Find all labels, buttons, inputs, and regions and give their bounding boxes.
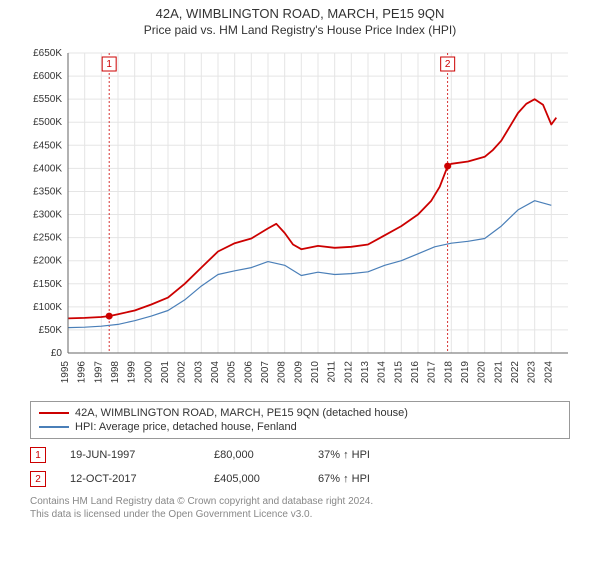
svg-text:2012: 2012 <box>343 361 354 384</box>
svg-text:1996: 1996 <box>77 361 88 384</box>
footer-line-1: Contains HM Land Registry data © Crown c… <box>30 495 570 508</box>
footer-line-2: This data is licensed under the Open Gov… <box>30 508 570 521</box>
svg-text:2002: 2002 <box>177 361 188 384</box>
chart-title: 42A, WIMBLINGTON ROAD, MARCH, PE15 9QN <box>0 6 600 21</box>
svg-text:2011: 2011 <box>327 361 338 383</box>
svg-text:£300K: £300K <box>33 210 62 221</box>
svg-text:2: 2 <box>445 59 451 70</box>
svg-text:2021: 2021 <box>493 361 504 384</box>
svg-text:£450K: £450K <box>33 140 62 151</box>
sale-hpi-diff: 37% ↑ HPI <box>318 449 418 461</box>
svg-text:£150K: £150K <box>33 279 62 290</box>
svg-text:£350K: £350K <box>33 186 62 197</box>
svg-text:2020: 2020 <box>477 361 488 384</box>
sale-price: £405,000 <box>214 473 294 485</box>
svg-text:2015: 2015 <box>393 361 404 384</box>
svg-text:£650K: £650K <box>33 48 62 59</box>
svg-text:2024: 2024 <box>543 361 554 384</box>
legend-color-swatch <box>39 426 69 428</box>
svg-text:2010: 2010 <box>310 361 321 384</box>
svg-text:2009: 2009 <box>293 361 304 384</box>
sale-price: £80,000 <box>214 449 294 461</box>
svg-text:1998: 1998 <box>110 361 121 384</box>
sale-row: 1 19-JUN-1997 £80,000 37% ↑ HPI <box>30 443 570 467</box>
footer-attribution: Contains HM Land Registry data © Crown c… <box>30 495 570 521</box>
sale-date: 19-JUN-1997 <box>70 449 190 461</box>
svg-text:£400K: £400K <box>33 163 62 174</box>
svg-text:£100K: £100K <box>33 302 62 313</box>
svg-text:2014: 2014 <box>377 361 388 384</box>
sale-hpi-diff: 67% ↑ HPI <box>318 473 418 485</box>
svg-text:2022: 2022 <box>510 361 521 384</box>
svg-text:£550K: £550K <box>33 94 62 105</box>
svg-text:2018: 2018 <box>443 361 454 384</box>
chart-plot-area: £0 £50K £100K £150K £200K £250K £300K £350K £400… <box>20 45 580 395</box>
svg-text:£500K: £500K <box>33 117 62 128</box>
svg-text:2023: 2023 <box>527 361 538 384</box>
svg-text:2019: 2019 <box>460 361 471 384</box>
svg-text:1997: 1997 <box>93 361 104 384</box>
svg-text:1995: 1995 <box>60 361 71 384</box>
svg-text:1999: 1999 <box>127 361 138 384</box>
legend-label: 42A, WIMBLINGTON ROAD, MARCH, PE15 9QN (… <box>75 407 408 419</box>
svg-text:£600K: £600K <box>33 71 62 82</box>
sale-date: 12-OCT-2017 <box>70 473 190 485</box>
legend-color-swatch <box>39 412 69 414</box>
svg-text:£0: £0 <box>51 348 63 359</box>
legend-label: HPI: Average price, detached house, Fenl… <box>75 421 297 433</box>
svg-text:2005: 2005 <box>227 361 238 384</box>
sale-row: 2 12-OCT-2017 £405,000 67% ↑ HPI <box>30 467 570 491</box>
svg-text:2007: 2007 <box>260 361 271 384</box>
svg-text:2000: 2000 <box>143 361 154 384</box>
legend-item: HPI: Average price, detached house, Fenl… <box>39 420 561 434</box>
svg-text:£250K: £250K <box>33 233 62 244</box>
svg-text:2016: 2016 <box>410 361 421 384</box>
svg-text:2004: 2004 <box>210 361 221 384</box>
chart-container: 42A, WIMBLINGTON ROAD, MARCH, PE15 9QN P… <box>0 6 600 566</box>
sale-marker-icon: 2 <box>30 471 46 487</box>
svg-text:£200K: £200K <box>33 256 62 267</box>
chart-svg: £0 £50K £100K £150K £200K £250K £300K £350K £400… <box>20 45 580 395</box>
chart-subtitle: Price paid vs. HM Land Registry's House … <box>0 23 600 37</box>
svg-text:2003: 2003 <box>193 361 204 384</box>
svg-text:2008: 2008 <box>277 361 288 384</box>
svg-text:£50K: £50K <box>39 325 63 336</box>
svg-text:2017: 2017 <box>427 361 438 384</box>
legend-item: 42A, WIMBLINGTON ROAD, MARCH, PE15 9QN (… <box>39 406 561 420</box>
svg-text:1: 1 <box>106 59 112 70</box>
sale-marker-icon: 1 <box>30 447 46 463</box>
svg-text:2001: 2001 <box>160 361 171 384</box>
legend-box: 42A, WIMBLINGTON ROAD, MARCH, PE15 9QN (… <box>30 401 570 439</box>
sales-table: 1 19-JUN-1997 £80,000 37% ↑ HPI 2 12-OCT-2017… <box>30 443 570 491</box>
svg-text:2013: 2013 <box>360 361 371 384</box>
svg-text:2006: 2006 <box>243 361 254 384</box>
